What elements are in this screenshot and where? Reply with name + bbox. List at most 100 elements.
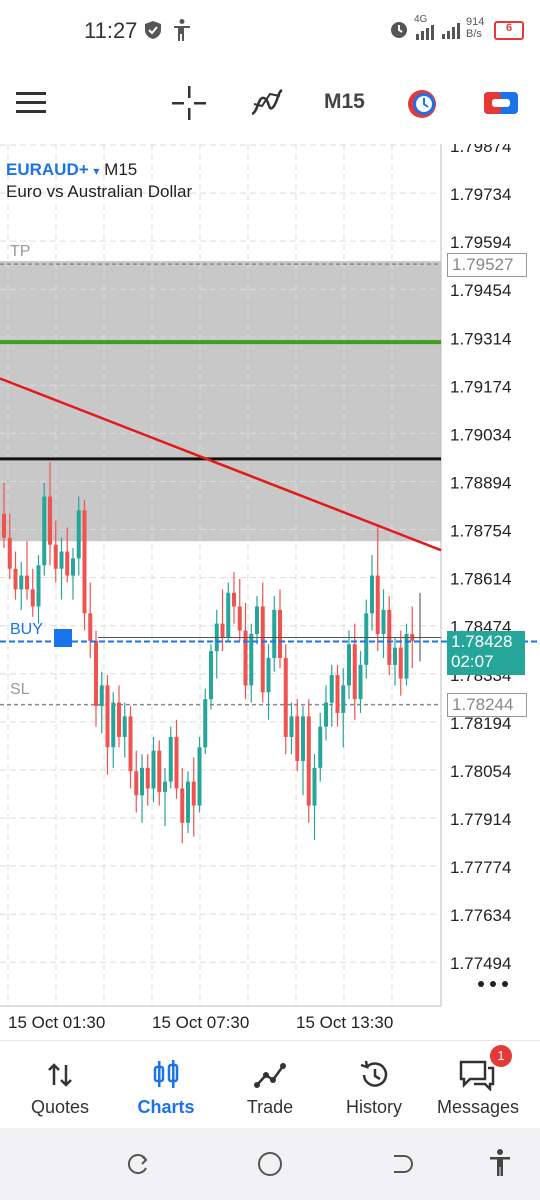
nav-history[interactable]: History [320, 1041, 428, 1129]
nav-charts[interactable]: Charts [112, 1041, 220, 1129]
chart-symbol-dropdown-icon[interactable]: ▾ [93, 164, 100, 178]
candle-body [393, 647, 397, 665]
quotes-icon [48, 1063, 72, 1087]
y-tick-label: 1.77774 [450, 858, 511, 877]
candle-body [13, 568, 18, 590]
nav-trade[interactable]: Trade [216, 1041, 324, 1129]
candle-body [7, 537, 12, 569]
y-tick-label: 1.79034 [450, 425, 511, 444]
candle-body [25, 575, 29, 590]
candle-body [76, 510, 81, 559]
candle-body [99, 685, 104, 707]
candle-body [364, 613, 369, 665]
candle-body [168, 736, 173, 782]
candle-body [370, 575, 374, 614]
candle-body [341, 685, 346, 713]
candle-body [191, 781, 196, 806]
chart-toolbar: M15 [0, 60, 540, 144]
candle-body [140, 767, 144, 796]
candle-body [2, 513, 6, 538]
buy-position-label[interactable]: BUY [10, 621, 43, 638]
history-icon [360, 1060, 388, 1087]
timeframe-button[interactable]: M15 [324, 90, 365, 113]
y-tick-label: 1.79874 [450, 144, 511, 156]
candle-body [82, 510, 87, 614]
candle-body [134, 771, 139, 796]
tp-price: 1.79527 [452, 255, 514, 274]
candle-body [358, 664, 363, 700]
candle-body [306, 716, 311, 806]
candle-body [30, 589, 35, 607]
candle-body [180, 788, 185, 823]
nav-messages[interactable]: 1 Messages [424, 1041, 532, 1129]
chart-symbol[interactable]: EURAUD+ [6, 160, 89, 179]
candle-body [398, 647, 403, 679]
tp-price-tag: 1.79527 [447, 253, 527, 277]
candle-body [324, 702, 328, 727]
nav-quotes[interactable]: Quotes [6, 1041, 114, 1129]
candle-body [117, 702, 121, 737]
y-tick-label: 1.79174 [450, 377, 511, 396]
candle-body [151, 750, 156, 789]
recents-icon[interactable] [126, 1152, 150, 1176]
candle-body [249, 633, 254, 686]
candle-body [255, 606, 259, 634]
candle-body [88, 613, 93, 641]
buy-position-marker[interactable] [54, 629, 72, 647]
y-tick-label: 1.79454 [450, 281, 511, 300]
candle-body [283, 657, 288, 737]
y-tick-label: 1.77634 [450, 906, 511, 925]
network-type: 4G [414, 14, 428, 25]
alarm-icon [391, 22, 407, 38]
candle-body [226, 592, 231, 638]
candle-body [94, 640, 98, 707]
x-tick-label: 15 Oct 07:30 [152, 1013, 249, 1032]
candle-body [128, 716, 133, 772]
candle-body [352, 644, 357, 700]
y-tick-label: 1.77494 [450, 954, 511, 973]
candle-body [243, 630, 248, 686]
back-icon[interactable] [388, 1152, 414, 1176]
candle-body [278, 609, 282, 658]
candle-body [19, 575, 24, 590]
candle-body [59, 551, 64, 569]
chart-title: EURAUD+ ▾ M15 [6, 160, 137, 180]
candle-body [53, 544, 58, 569]
candle-body [295, 716, 300, 761]
candle-body [122, 716, 127, 737]
chart-area[interactable]: 1.79874 1.79734 1.79594 1.79454 1.79314 1.791… [0, 137, 540, 1034]
candle-body [272, 609, 277, 658]
candle-countdown: 02:07 [451, 652, 494, 671]
y-tick-label: 1.79594 [450, 233, 511, 252]
candle-body [36, 565, 41, 607]
home-icon[interactable] [257, 1151, 283, 1177]
candle-body [163, 781, 167, 792]
candle-body [404, 633, 409, 679]
trade-toggle-icon[interactable] [484, 90, 518, 116]
candle-body [174, 736, 179, 789]
y-tick-label: 1.78054 [450, 762, 511, 781]
candle-body [312, 767, 317, 806]
indicators-icon[interactable] [250, 86, 284, 120]
hamburger-menu-icon[interactable] [16, 92, 46, 114]
x-tick-label: 15 Oct 13:30 [296, 1013, 393, 1032]
crosshair-icon[interactable] [172, 86, 206, 120]
candle-body [301, 716, 305, 761]
candle-body [48, 496, 52, 545]
candle-body [209, 651, 213, 700]
trade-icon [254, 1063, 286, 1088]
candle-body [145, 767, 150, 789]
nav-trade-label: Trade [246, 1097, 294, 1117]
accessibility-icon[interactable] [488, 1148, 512, 1178]
candle-body [347, 644, 351, 686]
more-dots-icon[interactable] [476, 978, 510, 990]
candle-body [157, 750, 162, 792]
clock-icon[interactable] [406, 88, 438, 120]
sl-label: SL [10, 681, 30, 698]
nav-quotes-label: Quotes [30, 1097, 90, 1117]
candle-body [203, 699, 208, 748]
candle-body [329, 675, 334, 703]
network-speed: 914 B/s [466, 16, 484, 40]
candlestick-chart[interactable]: 1.79874 1.79734 1.79594 1.79454 1.79314 1.791… [0, 137, 540, 1034]
signal-icon [442, 23, 460, 39]
